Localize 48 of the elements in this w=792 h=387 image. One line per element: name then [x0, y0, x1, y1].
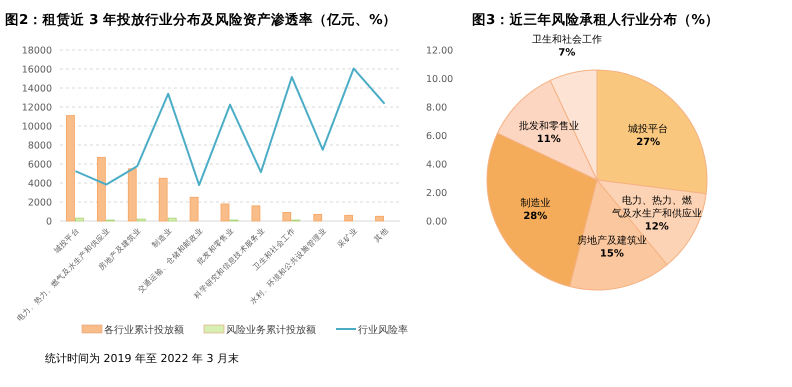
y2-tick-label: 2.00	[426, 188, 448, 199]
legend-label: 各行业累计投放额	[104, 324, 184, 336]
line-series	[74, 68, 386, 186]
bar	[128, 168, 137, 222]
y-tick-label: 18000	[22, 46, 52, 56]
bar	[282, 212, 292, 222]
bar	[313, 214, 322, 222]
y-tick-label: 4000	[28, 178, 52, 190]
bar	[158, 178, 168, 222]
bar	[66, 115, 75, 222]
data-label: 11%	[536, 134, 561, 145]
data-label: 15%	[600, 248, 624, 260]
data-label: 28%	[523, 211, 548, 222]
bar	[168, 218, 177, 222]
y2-tick-label: 8.00	[426, 102, 448, 114]
y-tick-label: 10000	[22, 122, 52, 132]
y2-tick-label: 12.00	[426, 46, 454, 56]
y-tick-label: 14000	[22, 84, 52, 94]
y2-tick-label: 10.00	[426, 74, 454, 85]
slice-label: 制造业	[520, 197, 550, 210]
y2-tick-label: 6.00	[426, 131, 448, 142]
y-tick-label: 2000	[28, 198, 52, 208]
bar	[75, 218, 84, 222]
slice-label: 批发和零售业	[518, 120, 579, 132]
data-label: 7%	[558, 47, 576, 58]
bar	[344, 214, 354, 222]
slice-label: 卫生和社会工作	[532, 33, 602, 46]
text: 统计时间为 2019 年至 2022 年 3 月末	[45, 352, 239, 365]
bar	[252, 205, 260, 222]
legend-label: 行业风险率	[358, 324, 408, 336]
data-label: 12%	[644, 221, 669, 232]
y-tick-label: 8000	[28, 140, 52, 152]
bar	[220, 204, 230, 222]
slice-label: 城投平台	[627, 122, 668, 135]
y-tick-label: 12000	[22, 102, 52, 114]
bar	[96, 156, 106, 222]
bar	[190, 196, 198, 222]
y-tick-label: 16000	[22, 64, 52, 76]
chart-title: 图3：近三年风险承租人行业分布（%）	[472, 12, 719, 28]
y-tick-label: 6000	[28, 160, 52, 170]
y-tick-label: 0	[46, 216, 52, 228]
legend-label: 风险业务累计投放额	[226, 324, 316, 336]
y2-tick-label: 0.00	[426, 216, 448, 228]
bar	[375, 216, 384, 222]
data-label: 27%	[636, 136, 660, 148]
chart-title: 图2：租赁近 3 年投放行业分布及风险资产渗透率（亿元、%）	[5, 11, 397, 28]
slice-label: 电力、热力、燃气及水生产和供应业	[612, 194, 702, 220]
y2-tick-label: 4.00	[426, 160, 448, 170]
